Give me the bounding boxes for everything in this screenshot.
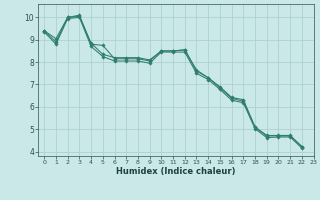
X-axis label: Humidex (Indice chaleur): Humidex (Indice chaleur) [116, 167, 236, 176]
